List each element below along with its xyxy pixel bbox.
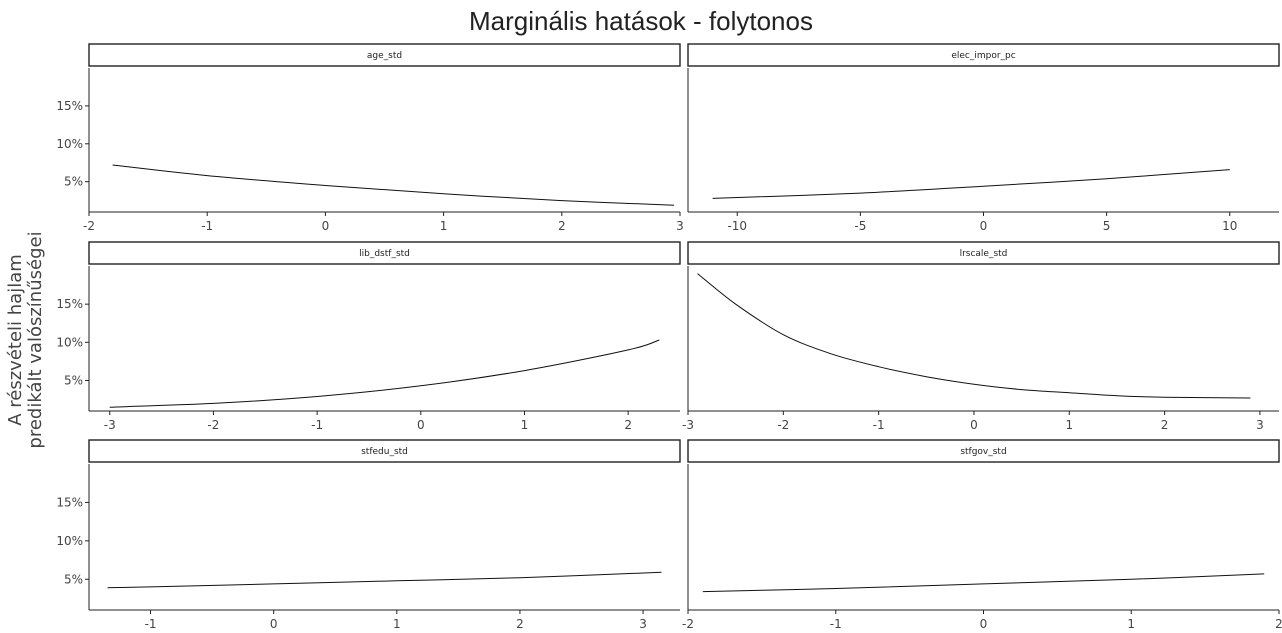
series-line-stfedu_std [107,571,662,589]
y-tick-label-stfedu_std-0: 5% [64,572,83,586]
panel-title-lrscale_std: lrscale_std [960,249,1008,259]
series-line-age_std [112,164,675,206]
y-tick-label-stfedu_std-2: 15% [56,495,83,509]
panel-strip-age_std [88,43,681,67]
panel-title-lib_dstf_std: lib_dstf_std [359,249,410,259]
x-tick-label-stfedu_std-0: -1 [145,617,157,631]
x-tick-label-elec_impor_pc-3: 5 [1103,219,1111,233]
panel-title-elec_impor_pc: elec_impor_pc [951,51,1015,61]
panel-title-stfgov_std: stfgov_std [960,447,1006,457]
x-tick-label-elec_impor_pc-2: 0 [980,219,988,233]
x-tick-label-stfgov_std-2: 0 [980,617,988,631]
y-tick-label-stfedu_std-1: 10% [56,534,83,548]
x-tick-label-stfgov_std-0: -2 [682,617,694,631]
x-tick-label-lib_dstf_std-1: -2 [207,418,219,432]
x-tick-label-elec_impor_pc-4: 10 [1222,219,1237,233]
series-line-lrscale_std [697,273,1251,399]
panel-title-age_std: age_std [367,51,402,61]
x-tick-label-lrscale_std-2: -1 [873,418,885,432]
x-tick-label-lib_dstf_std-0: -3 [104,418,116,432]
x-tick-label-stfgov_std-1: -1 [830,617,842,631]
x-tick-label-stfedu_std-4: 3 [639,617,647,631]
y-tick-label-lib_dstf_std-0: 5% [64,373,83,387]
series-line-elec_impor_pc [712,169,1230,199]
x-tick-label-stfedu_std-1: 0 [270,617,278,631]
x-tick-label-stfgov_std-4: 2 [1275,617,1282,631]
x-tick-label-stfedu_std-3: 2 [516,617,524,631]
series-line-lib_dstf_std [109,339,660,408]
panel-title-stfedu_std: stfedu_std [361,447,408,457]
x-tick-label-age_std-2: 0 [322,219,330,233]
panel-strip-stfedu_std [88,439,681,463]
x-tick-label-lrscale_std-5: 2 [1161,418,1169,432]
x-tick-label-lrscale_std-6: 3 [1256,418,1264,432]
panel-strip-elec_impor_pc [687,43,1280,67]
x-tick-label-lib_dstf_std-4: 1 [521,418,529,432]
y-tick-label-lib_dstf_std-2: 15% [56,297,83,311]
x-tick-label-lrscale_std-1: -2 [777,418,789,432]
x-tick-label-lib_dstf_std-3: 0 [417,418,425,432]
x-tick-label-age_std-4: 2 [558,219,566,233]
x-tick-label-age_std-0: -2 [83,219,95,233]
panel-strip-lib_dstf_std [88,241,681,265]
y-tick-label-age_std-1: 10% [56,137,83,151]
x-tick-label-age_std-5: 3 [676,219,684,233]
x-tick-label-lib_dstf_std-2: -1 [311,418,323,432]
y-tick-label-age_std-0: 5% [64,175,83,189]
x-tick-label-lib_dstf_std-5: 2 [624,418,632,432]
x-tick-label-age_std-1: -1 [201,219,213,233]
series-line-stfgov_std [702,573,1265,593]
y-tick-label-age_std-2: 15% [56,99,83,113]
x-tick-label-lrscale_std-3: 0 [970,418,978,432]
panel-strip-stfgov_std [687,439,1280,463]
y-tick-label-lib_dstf_std-1: 10% [56,335,83,349]
x-tick-label-stfgov_std-3: 1 [1127,617,1135,631]
x-tick-label-age_std-3: 1 [440,219,448,233]
panel-strip-lrscale_std [687,241,1280,265]
x-tick-label-elec_impor_pc-1: -5 [854,219,866,233]
x-tick-label-lrscale_std-0: -3 [682,418,694,432]
chart-title: Marginális hatások - folytonos [469,6,813,36]
x-tick-label-stfedu_std-2: 1 [393,617,401,631]
x-tick-label-elec_impor_pc-0: -10 [727,219,747,233]
x-tick-label-lrscale_std-4: 1 [1065,418,1073,432]
